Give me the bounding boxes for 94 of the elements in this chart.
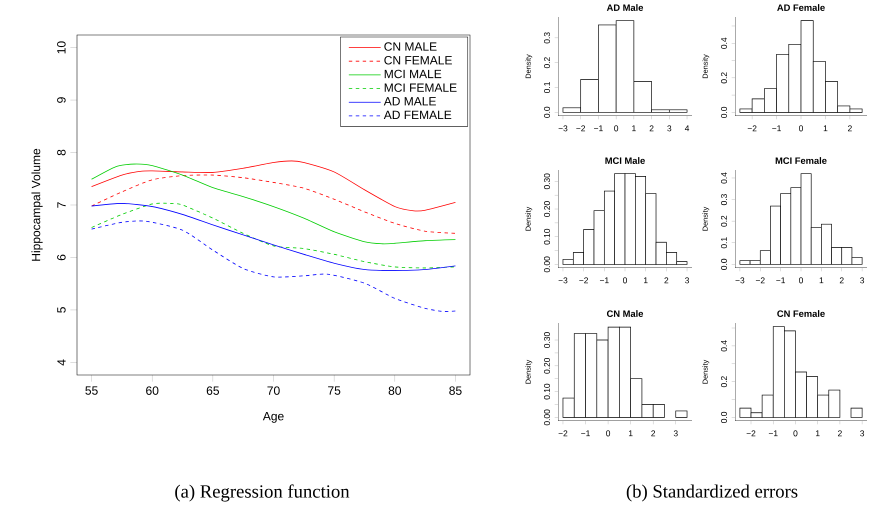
- legend-label: AD FEMALE: [384, 110, 452, 119]
- x-tick-label: −1: [581, 430, 590, 436]
- x-tick-label: 2: [650, 125, 654, 132]
- y-tick-label: 10: [57, 41, 66, 54]
- x-tick-label: −1: [600, 277, 609, 284]
- x-tick-label: −1: [768, 430, 778, 436]
- x-tick-label: 2: [848, 125, 852, 132]
- x-tick-label: 3: [667, 125, 672, 132]
- x-tick-label: −1: [594, 125, 603, 132]
- x-tick-label: 4: [684, 125, 690, 132]
- y-tick-label: 0.30: [544, 173, 550, 190]
- y-axis-title: Hippocampal Volume: [31, 148, 43, 261]
- text: (a) Regression function: [175, 484, 350, 502]
- x-tick-label: −2: [756, 277, 765, 284]
- legend-label: AD MALE: [384, 97, 436, 106]
- y-tick-label: 0.0: [721, 106, 727, 118]
- y-tick-label: 0.0: [721, 412, 727, 423]
- x-tick-label: −2: [746, 430, 756, 436]
- x-tick-label: −2: [558, 430, 568, 436]
- y-tick-label: 4: [57, 359, 66, 366]
- y-tick-label: 0.2: [721, 72, 727, 84]
- y-tick-label: 8: [57, 150, 66, 156]
- x-tick-label: −1: [776, 277, 786, 284]
- y-tick-label: 0.0: [544, 106, 550, 118]
- x-tick-label: 2: [651, 430, 656, 436]
- x-tick-label: 85: [449, 386, 462, 395]
- legend-label: CN MALE: [384, 42, 437, 51]
- y-tick-label: 0.20: [544, 201, 550, 217]
- x-tick-label: 2: [664, 277, 668, 284]
- x-tick-label: −1: [772, 125, 781, 132]
- x-tick-label: 0: [606, 430, 610, 436]
- y-tick-label: 0.00: [544, 256, 550, 272]
- x-tick-label: 2: [840, 277, 844, 284]
- x-tick-label: 3: [860, 277, 864, 284]
- x-tick-label: −2: [576, 125, 586, 132]
- x-tick-label: 3: [685, 277, 690, 284]
- x-tick-label: −3: [558, 277, 568, 284]
- y-tick-label: 0.00: [544, 410, 550, 426]
- chart-title: CN Male: [606, 310, 644, 317]
- y-tick-label: 0.30: [544, 332, 550, 348]
- y-tick-label: 0.3: [544, 32, 550, 44]
- legend-label: MCI MALE: [384, 70, 442, 78]
- x-axis-title: Age: [262, 412, 284, 423]
- y-tick-label: 0.1: [721, 237, 727, 248]
- chart-title: MCI Male: [605, 157, 645, 164]
- x-tick-label: 1: [816, 430, 820, 436]
- x-tick-label: −2: [748, 125, 756, 132]
- x-tick-label: −3: [558, 125, 568, 132]
- y-tick-label: 0.4: [721, 172, 727, 184]
- x-tick-label: 1: [632, 125, 636, 132]
- y-tick-label: 0.20: [544, 358, 550, 374]
- x-tick-label: 55: [85, 386, 98, 395]
- x-tick-label: 1: [628, 430, 633, 436]
- x-tick-label: 0: [614, 125, 618, 132]
- x-tick-label: 70: [267, 386, 280, 395]
- chart-title: MCI Female: [776, 157, 827, 164]
- y-tick-label: 0.2: [544, 57, 550, 68]
- x-tick-label: 1: [824, 125, 828, 132]
- text: (b) Standardized errors: [626, 484, 798, 502]
- x-tick-label: −3: [736, 277, 744, 284]
- x-tick-label: 0: [793, 430, 798, 436]
- x-tick-label: 1: [820, 277, 824, 284]
- chart-title: CN Female: [777, 310, 825, 317]
- chart-title: AD Female: [777, 4, 825, 11]
- y-tick-label: 0.4: [721, 38, 727, 49]
- y-tick-label: 7: [57, 202, 66, 208]
- legend-label: MCI FEMALE: [384, 83, 457, 92]
- y-tick-label: 0.4: [721, 340, 727, 352]
- x-tick-label: −2: [579, 277, 588, 284]
- y-tick-label: 5: [57, 307, 66, 313]
- line-series: [91, 220, 456, 312]
- x-tick-label: 1: [644, 277, 648, 284]
- legend-label: CN FEMALE: [384, 56, 452, 65]
- x-tick-label: 2: [838, 430, 842, 436]
- x-tick-label: 80: [388, 386, 402, 395]
- y-tick-label: 0.0: [721, 258, 727, 270]
- x-tick-label: 3: [674, 430, 678, 436]
- y-tick-label: 0.3: [721, 194, 727, 206]
- x-tick-label: 75: [328, 386, 340, 395]
- x-tick-label: 0: [799, 277, 804, 284]
- x-tick-label: 65: [206, 386, 220, 395]
- line-series: [91, 164, 456, 244]
- y-tick-label: 9: [57, 97, 66, 103]
- y-tick-label: 0.10: [544, 384, 550, 400]
- y-tick-label: 6: [57, 254, 66, 260]
- y-tick-label: 0.2: [721, 216, 727, 227]
- y-tick-label: 0.1: [544, 82, 550, 93]
- y-tick-label: 0.2: [721, 376, 727, 388]
- chart-title: AD Male: [606, 4, 644, 11]
- x-tick-label: 60: [146, 386, 158, 395]
- x-tick-label: 3: [860, 430, 864, 436]
- y-tick-label: 0.10: [544, 228, 550, 245]
- x-tick-label: 0: [623, 277, 628, 284]
- x-tick-label: 0: [799, 125, 804, 132]
